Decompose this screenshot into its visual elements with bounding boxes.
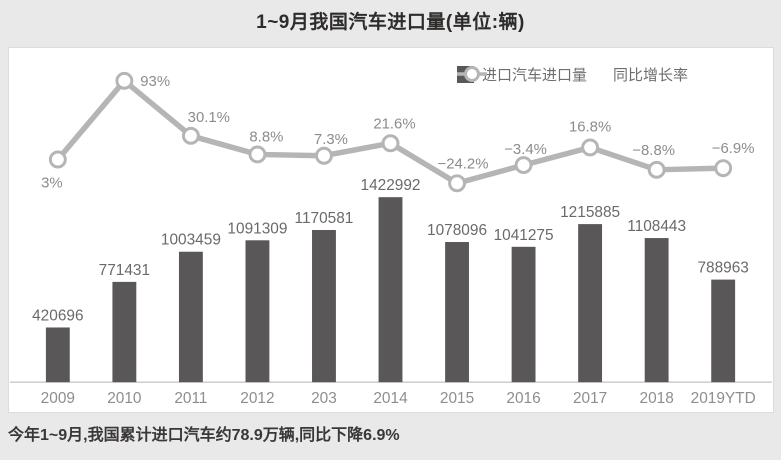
line-marker [647,160,666,179]
bar [711,279,736,383]
chart-panel: 3% 93% 30.1% 8.8% 7.3% 21.6% −24.2% −3.4% 16.8% −… [8,47,774,413]
line-marker [48,150,67,169]
x-axis-label: 2019YTD [691,390,756,407]
bar-value-label: 771431 [99,262,150,279]
bar [245,240,270,383]
line-marker [248,145,267,164]
x-axis-label: 2012 [240,390,274,407]
bar-value-label: 788963 [697,260,748,277]
legend-line-label: 同比增长率 [613,67,689,84]
bar [578,224,603,383]
bar-value-label: 1003459 [161,232,221,249]
pct-label: −24.2% [438,156,489,172]
x-axis-label: 2011 [174,390,207,407]
pct-label: 7.3% [314,132,348,148]
bar-value-label: 1078096 [427,222,487,239]
pct-label: −6.9% [712,141,755,157]
page-title: 1~9月我国汽车进口量(单位:辆) [256,12,525,33]
line-marker [181,126,200,145]
line-marker [714,159,733,178]
x-axis-label: 2014 [373,390,408,407]
legend: 进口汽车进口量 同比增长率 [457,64,688,85]
footnote: 今年1~9月,我国累计进口汽车约78.9万辆,同比下降6.9% [8,427,400,444]
line-marker [315,146,333,165]
line-marker [448,174,466,193]
bar-value-label: 1215885 [560,204,620,221]
pct-label: 21.6% [373,116,415,132]
line-series-marker-icon [457,66,487,82]
bar [45,327,70,383]
line-marker [115,71,134,90]
bar-value-label: 1108443 [627,218,686,235]
bar [445,242,469,383]
bar [644,238,669,383]
bar [112,281,137,383]
bar-value-label: 1091309 [227,220,287,237]
legend-item-line: 同比增长率 [457,64,689,85]
line-marker [514,156,533,175]
bar [378,197,403,383]
legend-bars-label: 进口汽车进口量 [482,67,588,84]
pct-label: 3% [41,175,63,191]
line-marker [581,138,600,157]
bar-value-label: 420696 [32,308,83,325]
x-axis-label: 2010 [107,390,141,407]
x-axis-label: 203 [311,390,337,407]
bar [511,246,536,383]
bar [312,229,336,383]
pct-label: 8.8% [249,129,283,145]
line-marker [381,134,400,153]
pct-label: 16.8% [569,120,611,136]
bar [178,251,203,383]
x-axis-label: 2015 [440,390,474,407]
x-axis-label: 2018 [639,390,673,407]
pct-label: −8.8% [632,143,675,159]
x-axis-label: 2017 [573,390,607,407]
x-axis-label: 2009 [41,390,75,407]
pct-label: 30.1% [188,110,230,126]
chart-svg: 3% 93% 30.1% 8.8% 7.3% 21.6% −24.2% −3.4% 16.8% −… [10,71,772,407]
pct-label: 93% [140,74,170,90]
bar-value-label: 1422992 [361,177,421,194]
bar-value-label: 1170581 [295,210,354,227]
bar-value-label: 1041275 [494,227,554,244]
x-axis-label: 2016 [506,390,540,407]
pct-label: −3.4% [504,142,547,158]
